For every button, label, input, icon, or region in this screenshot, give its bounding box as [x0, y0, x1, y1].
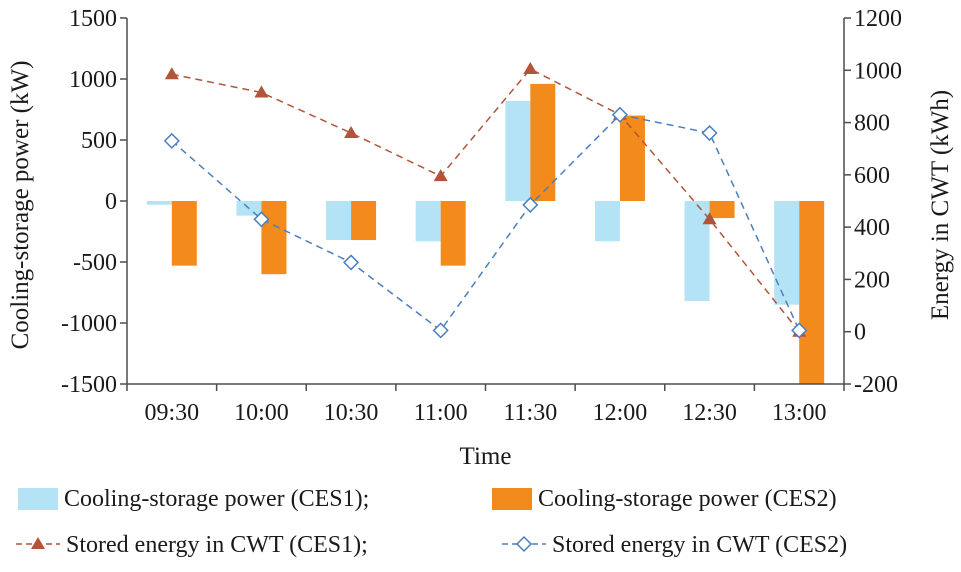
triangle-marker-icon	[31, 537, 45, 549]
left-tick-label: -1500	[61, 372, 117, 398]
bar-ces2-1030	[351, 201, 377, 241]
legend-item-ces2-power: Cooling-storage power (CES2)	[492, 483, 952, 517]
bar-ces2-1100	[440, 201, 466, 266]
bar-ces1-1130	[505, 100, 531, 201]
right-tick-label: 0	[854, 320, 866, 346]
legend-label-ces2-power: Cooling-storage power (CES2)	[538, 486, 837, 512]
right-tick-label: 800	[854, 111, 890, 137]
bar-ces2-1200	[619, 115, 645, 201]
x-tick-label: 09:30	[144, 400, 199, 426]
point-ces2-energy	[791, 322, 808, 339]
bar-ces1-0930	[146, 201, 172, 205]
point-ces2-energy	[253, 211, 270, 228]
bar-ces2-0930	[171, 201, 197, 266]
right-y-axis-title: Energy in CWT (kWh)	[927, 90, 954, 320]
left-tick-label: -500	[73, 250, 117, 276]
legend-label-ces1-energy: Stored energy in CWT (CES1);	[66, 532, 368, 558]
chart-canvas: 1500 1000 500 0 -500 -1000 -1500 1200 1000 800 600…	[7, 6, 954, 470]
legend-line-ces2-energy	[502, 535, 546, 553]
legend-swatch-ces1-bar	[18, 488, 58, 510]
x-tick-label: 12:30	[682, 400, 737, 426]
point-ces2-energy	[701, 124, 718, 142]
right-tick-label: 400	[854, 215, 890, 241]
line-ces2-energy	[171, 113, 800, 332]
legend-swatch-ces2-bar	[492, 488, 532, 510]
bar-ces1-1230	[684, 201, 710, 302]
legend-label-ces1-power: Cooling-storage power (CES1);	[64, 486, 370, 512]
left-tick-label: 0	[105, 189, 117, 215]
right-tick-label: 1200	[854, 6, 902, 32]
point-ces2-energy	[432, 322, 449, 339]
point-ces1-energy	[702, 212, 717, 225]
right-tick-label: 1000	[854, 58, 902, 84]
bar-ces1-1300	[774, 201, 800, 305]
x-tick-label: 10:30	[324, 400, 379, 426]
bar-ces2-1000	[261, 201, 287, 275]
left-tick-label: 1500	[69, 6, 117, 32]
x-tick-label: 12:00	[593, 400, 648, 426]
left-tick-label: 500	[81, 128, 117, 154]
ticks-layer: 1500 1000 500 0 -500 -1000 -1500 1200 1000 800 600…	[61, 6, 902, 426]
point-ces1-energy	[523, 61, 538, 74]
point-ces2-energy	[343, 254, 360, 271]
x-tick-label: 11:30	[503, 400, 557, 426]
x-tick-label: 11:00	[414, 400, 468, 426]
right-tick-label: 200	[854, 267, 890, 293]
bar-ces1-1030	[326, 201, 352, 241]
legend-row-1: Cooling-storage power (CES1); Cooling-st…	[0, 483, 961, 517]
bar-ces1-1100	[415, 201, 441, 242]
lines-layer	[163, 61, 808, 339]
point-ces2-energy	[163, 132, 180, 149]
legend-item-ces1-energy: Stored energy in CWT (CES1);	[14, 529, 494, 563]
point-ces1-energy	[164, 67, 179, 80]
left-tick-label: 1000	[69, 67, 117, 93]
bars-layer	[146, 83, 825, 384]
left-tick-label: -1000	[61, 311, 117, 337]
legend-line-ces1-energy	[16, 537, 60, 549]
legend: Cooling-storage power (CES1); Cooling-st…	[0, 483, 961, 569]
point-ces2-energy	[611, 106, 628, 123]
point-ces1-energy	[254, 85, 269, 98]
point-ces1-energy	[433, 169, 448, 182]
bar-ces2-1300	[799, 201, 825, 384]
legend-item-ces2-energy: Stored energy in CWT (CES2)	[500, 529, 955, 563]
point-ces2-energy	[522, 196, 539, 213]
bar-ces2-1130	[530, 83, 556, 201]
left-y-axis-title: Cooling-storage power (kW)	[7, 61, 34, 350]
right-tick-label: -200	[854, 372, 898, 398]
legend-item-ces1-power: Cooling-storage power (CES1);	[18, 483, 488, 517]
legend-row-2: Stored energy in CWT (CES1); Stored ener…	[0, 529, 961, 563]
bar-ces2-1230	[709, 201, 735, 219]
legend-label-ces2-energy: Stored energy in CWT (CES2)	[552, 532, 848, 558]
right-tick-label: 600	[854, 163, 890, 189]
point-ces1-energy	[344, 126, 359, 139]
axes-layer	[126, 18, 845, 385]
x-tick-label: 10:00	[234, 400, 289, 426]
x-axis-title: Time	[460, 443, 512, 470]
bar-ces1-1200	[594, 201, 620, 242]
diamond-marker-icon	[515, 535, 533, 553]
x-tick-label: 13:00	[772, 400, 827, 426]
